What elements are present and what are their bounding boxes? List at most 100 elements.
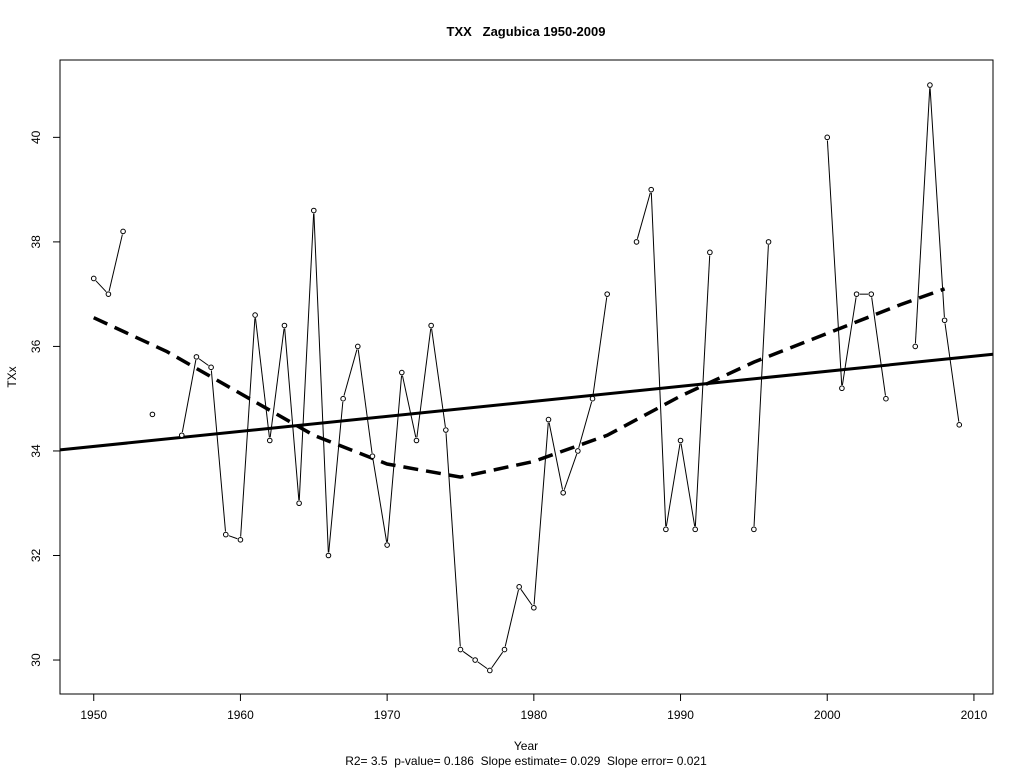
y-tick-label: 36 [29, 339, 43, 353]
data-point [560, 489, 566, 496]
smoothed-trend-line [92, 287, 946, 479]
data-point [310, 207, 317, 214]
data-point [296, 500, 302, 507]
data-point [839, 385, 845, 392]
data-point [457, 646, 464, 653]
series-segment [533, 422, 549, 605]
x-tick-label: 1960 [227, 708, 254, 722]
data-point [648, 186, 654, 193]
x-tick-label: 1950 [80, 708, 107, 722]
x-tick-label: 2000 [814, 708, 841, 722]
series-segment [181, 359, 197, 433]
plot-frame [59, 59, 994, 695]
data-point [853, 291, 860, 297]
series-segment [680, 443, 696, 527]
data-point [575, 448, 581, 454]
data-point [604, 291, 610, 297]
data-point [501, 646, 508, 653]
data-point [941, 317, 948, 324]
y-tick-label: 34 [29, 444, 43, 458]
x-tick-label: 1990 [667, 708, 694, 722]
data-point [340, 395, 346, 402]
data-point [208, 364, 214, 371]
data-point [531, 604, 537, 611]
data-point [516, 584, 522, 590]
series-segment [343, 349, 358, 396]
y-axis: 30 32 34 36 38 40 [29, 130, 60, 667]
series-segment [841, 297, 857, 386]
series-segment [240, 318, 256, 537]
data-point [413, 437, 420, 444]
series-segment [929, 88, 945, 318]
data-point [868, 291, 875, 297]
x-tick-label: 1970 [374, 708, 401, 722]
data-point [472, 657, 478, 663]
data-point [443, 427, 449, 433]
series-segment [462, 651, 473, 659]
data-point [912, 343, 919, 350]
series-segment [313, 213, 329, 553]
data-point [222, 531, 229, 538]
data-point [281, 322, 288, 329]
y-tick-label: 40 [29, 130, 43, 144]
series-segment [228, 535, 238, 540]
series-segment [694, 255, 711, 527]
x-axis-label: Year [514, 739, 538, 753]
series-segment [210, 370, 226, 532]
series-segment [284, 328, 300, 501]
y-tick-label: 32 [29, 548, 43, 562]
series-segment [298, 213, 315, 501]
series-segment [477, 661, 488, 670]
linear-trend-line [59, 352, 994, 452]
data-point [663, 526, 669, 533]
data-point [927, 82, 933, 88]
series-segment [944, 323, 960, 422]
x-axis: 1950 1960 1970 1980 1990 2000 2010 [80, 694, 988, 722]
data-point [325, 552, 332, 559]
data-point [707, 249, 713, 256]
y-tick-label: 38 [29, 235, 43, 249]
series-segment [636, 192, 651, 239]
data-point [369, 453, 376, 459]
x-tick-label: 2010 [961, 708, 988, 722]
series-segment [665, 443, 681, 527]
series-segment [95, 280, 107, 293]
series-segment [445, 433, 461, 647]
series-segment [871, 297, 886, 396]
data-point [266, 437, 273, 444]
series-segment [328, 401, 344, 553]
data-point [428, 322, 434, 329]
series-segment [592, 297, 608, 396]
series-segment [357, 349, 373, 454]
data-point [677, 437, 684, 444]
data-point [956, 422, 963, 428]
series-segment [198, 358, 209, 366]
data-point [105, 291, 112, 297]
data-point [589, 395, 596, 402]
data-point [178, 432, 185, 439]
chart-statistics: R2= 3.5 p-value= 0.186 Slope estimate= 0… [345, 754, 707, 768]
data-point [354, 343, 361, 350]
series-segment [504, 589, 519, 647]
data-point [824, 134, 831, 141]
data-point [149, 411, 156, 418]
series-segment [563, 453, 578, 490]
series-segment [491, 651, 504, 669]
series-segment [650, 192, 667, 527]
data-point [193, 354, 200, 360]
series-segment [372, 459, 388, 542]
data-point [384, 542, 390, 548]
y-axis-label: TXx [5, 366, 19, 387]
data-point [765, 239, 772, 245]
y-tick-label: 30 [29, 653, 43, 667]
data-point [883, 395, 889, 402]
data-point [399, 369, 405, 376]
series-segment [386, 375, 403, 542]
series-segment [520, 589, 533, 606]
series-segment [401, 375, 417, 438]
data-point [252, 312, 258, 318]
data-point [751, 526, 757, 533]
data-point [692, 526, 699, 533]
series-segment [416, 328, 432, 438]
